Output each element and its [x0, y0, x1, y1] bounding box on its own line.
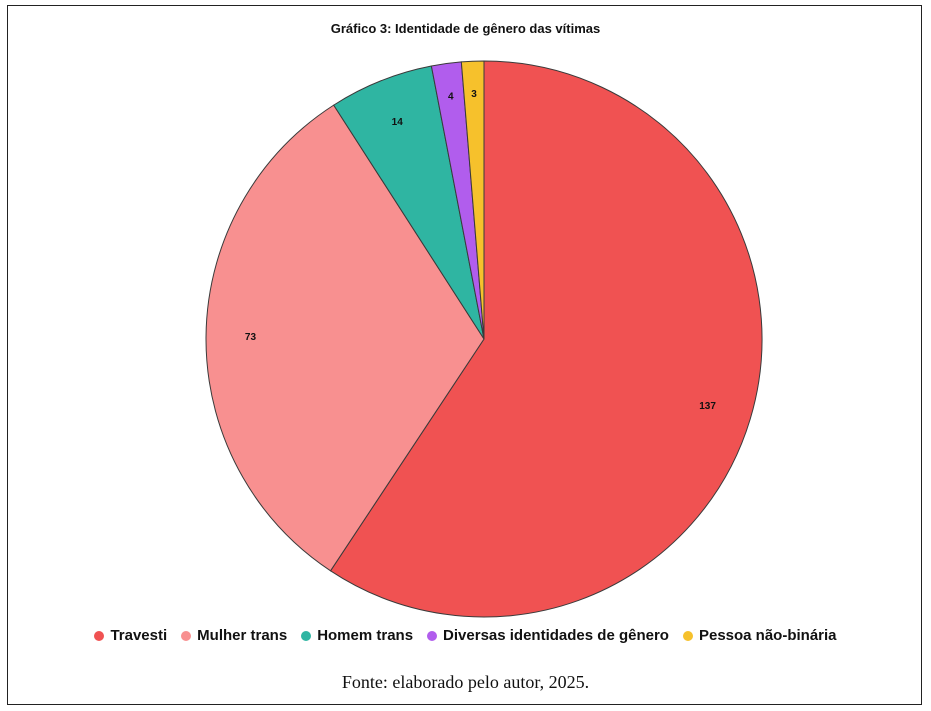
data-label-homem-trans: 14	[392, 117, 404, 128]
legend-item-diversas-identidades: Diversas identidades de gênero	[427, 627, 669, 644]
legend-item-homem-trans: Homem trans	[301, 627, 413, 644]
data-label-pessoa-nao-binaria: 3	[471, 89, 477, 100]
pie-slice-pessoa-nao-binaria	[460, 60, 485, 340]
legend-label: Mulher trans	[197, 627, 288, 644]
legend-label: Homem trans	[317, 627, 414, 644]
legend-swatch	[427, 630, 438, 641]
legend-swatch	[181, 630, 192, 641]
legend-label: Travesti	[110, 627, 168, 644]
figure-caption: Fonte: elaborado pelo autor, 2025.	[341, 672, 590, 692]
data-label-diversas-identidades: 4	[448, 91, 454, 102]
data-label-travesti: 137	[699, 401, 716, 412]
legend-label: Diversas identidades de gênero	[443, 627, 669, 644]
pie-slice-travesti	[329, 60, 763, 618]
legend-item-pessoa-nao-binaria: Pessoa não-binária	[682, 627, 837, 644]
data-label-mulher-trans: 73	[245, 332, 257, 343]
legend-swatch	[94, 630, 105, 641]
chart-legend: Travesti Mulher trans Homem trans Divers…	[0, 627, 931, 644]
chart-title: Gráfico 3: Identidade de gênero das víti…	[330, 21, 601, 36]
legend-label: Pessoa não-binária	[698, 627, 837, 644]
legend-swatch	[301, 630, 312, 641]
legend-item-travesti: Travesti	[94, 627, 167, 644]
pie-slice-mulher-trans	[205, 104, 485, 572]
legend-swatch	[682, 630, 693, 641]
legend-item-mulher-trans: Mulher trans	[181, 627, 287, 644]
